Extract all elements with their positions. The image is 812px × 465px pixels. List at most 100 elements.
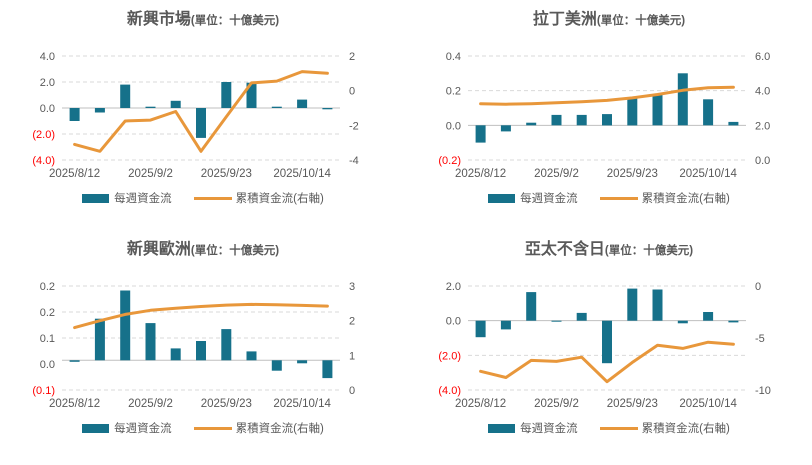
chart-plot: 0.4 0.2 0.0 (0.2) 6.0 4.0 2.0 0.0 2025/8/12 2025/… xyxy=(438,51,770,180)
weekly-flow-bar xyxy=(120,84,131,108)
chart-legend: 每週資金流 累積資金流(右軸) xyxy=(0,420,406,436)
bar-series-label: 每週資金流 xyxy=(114,193,172,205)
bar-series-swatch xyxy=(488,193,516,203)
left-axis-tick-label: 2.0 xyxy=(40,77,55,89)
weekly-flow-bar xyxy=(500,320,511,330)
x-axis-tick-label: 2025/9/23 xyxy=(201,168,252,180)
left-axis-tick-label: 0.0 xyxy=(40,103,55,115)
x-axis-tick-label: 2025/10/14 xyxy=(679,168,737,180)
right-axis-tick-label: 6.0 xyxy=(755,51,770,63)
weekly-flow-bar xyxy=(551,320,562,322)
weekly-flow-bar xyxy=(703,312,714,321)
weekly-flow-bar xyxy=(322,360,333,379)
weekly-flow-bar xyxy=(677,73,688,126)
chart-asia-pacific-ex-japan: 亞太不含日(單位：十億美元) 2.0 0.0 (2.0) (4.0) 0 -5 -10 202… xyxy=(406,230,812,465)
weekly-flow-bar xyxy=(526,292,537,321)
x-axis-tick-label: 2025/8/12 xyxy=(455,398,506,410)
chart-title: 拉丁美洲(單位：十億美元) xyxy=(406,7,812,31)
weekly-flow-bar xyxy=(526,122,537,126)
x-axis-tick-label: 2025/8/12 xyxy=(49,168,100,180)
weekly-flow-bar xyxy=(475,320,486,338)
weekly-flow-bar xyxy=(728,121,739,126)
weekly-flow-bar xyxy=(271,106,282,108)
right-axis-tick-label: -2 xyxy=(349,120,359,132)
weekly-flow-bar xyxy=(246,82,257,108)
bar-series-swatch xyxy=(82,423,110,433)
weekly-flow-bar xyxy=(196,341,206,361)
line-series-label: 累積資金流(右軸) xyxy=(641,193,730,205)
x-axis-tick-label: 2025/10/14 xyxy=(273,398,331,410)
weekly-flow-bar xyxy=(652,94,663,126)
left-axis-tick-label: 0.0 xyxy=(40,359,55,371)
left-axis-tick-label: (0.2) xyxy=(438,155,461,167)
weekly-flow-bar xyxy=(500,125,511,132)
weekly-flow-bar xyxy=(627,288,638,321)
x-axis-tick-label: 2025/10/14 xyxy=(679,398,737,410)
bar-series-label: 每週資金流 xyxy=(520,423,578,435)
chart-plot: 0.2 0.2 0.1 0.0 (0.1) 3 2 1 0 2025/8/12 2025/9/2 20… xyxy=(32,281,355,410)
x-axis-tick-label: 2025/10/14 xyxy=(273,168,331,180)
x-axis-tick-label: 2025/9/23 xyxy=(607,398,658,410)
weekly-flow-bar xyxy=(627,98,638,126)
right-axis-tick-label: 3 xyxy=(349,281,355,293)
weekly-flow-bar xyxy=(120,290,131,361)
line-series-swatch xyxy=(193,196,232,200)
x-axis-tick-label: 2025/9/23 xyxy=(607,168,658,180)
weekly-flow-bar xyxy=(297,99,308,108)
x-axis-tick-label: 2025/9/2 xyxy=(128,398,173,410)
weekly-flow-bar xyxy=(602,320,612,364)
cumulative-flow-line xyxy=(73,302,329,330)
x-axis-tick-label: 2025/8/12 xyxy=(455,168,506,180)
line-series-label: 累積資金流(右軸) xyxy=(235,193,324,205)
weekly-flow-bar xyxy=(170,100,181,108)
weekly-flow-bar xyxy=(652,289,663,321)
left-axis-tick-label: 0.0 xyxy=(446,120,461,132)
right-axis-tick-label: 2 xyxy=(349,51,355,63)
chart-latin-america: 拉丁美洲(單位：十億美元) 0.4 0.2 0.0 (0.2) 6.0 4.0 2.0 0.0… xyxy=(406,0,812,230)
right-axis-tick-label: 1 xyxy=(349,350,355,362)
bar-series-label: 每週資金流 xyxy=(520,193,578,205)
left-axis-tick-label: 0.0 xyxy=(446,316,461,328)
chart-legend: 每週資金流 累積資金流(右軸) xyxy=(0,190,406,206)
right-axis-tick-label: 0 xyxy=(755,281,761,293)
left-axis-tick-label: (4.0) xyxy=(438,385,461,397)
cumulative-flow-line xyxy=(479,340,735,384)
left-axis-tick-label: (0.1) xyxy=(32,385,55,397)
weekly-flow-bar xyxy=(271,360,282,371)
weekly-flow-bar xyxy=(170,348,181,361)
right-axis-tick-label: 2.0 xyxy=(755,120,770,132)
chart-unit-label: (單位：十億美元) xyxy=(604,245,694,257)
right-axis-tick-label: 4.0 xyxy=(755,86,770,98)
bar-series-label: 每週資金流 xyxy=(114,423,172,435)
chart-unit-label: (單位：十億美元) xyxy=(190,15,280,27)
right-axis-tick-label: 2 xyxy=(349,316,355,328)
chart-title-text: 拉丁美洲 xyxy=(532,11,597,28)
weekly-flow-bar xyxy=(602,114,612,126)
line-series-swatch xyxy=(599,196,638,200)
left-axis-tick-label: 2.0 xyxy=(446,281,461,293)
left-axis-tick-label: 0.2 xyxy=(40,307,55,319)
line-series-swatch xyxy=(193,426,232,430)
weekly-flow-bar xyxy=(94,318,105,361)
bar-series-swatch xyxy=(488,423,516,433)
left-axis-tick-label: 0.4 xyxy=(446,51,461,63)
weekly-flow-bar xyxy=(145,323,156,361)
weekly-flow-bar xyxy=(145,106,156,108)
left-axis-tick-label: (2.0) xyxy=(438,350,461,362)
chart-title-text: 新興市場 xyxy=(126,11,191,28)
right-axis-tick-label: -10 xyxy=(755,385,771,397)
line-series-label: 累積資金流(右軸) xyxy=(641,423,730,435)
chart-emerging-europe: 新興歐洲(單位：十億美元) 0.2 0.2 0.1 0.0 (0.1) 3 2 1 0 2025/… xyxy=(0,230,406,465)
left-axis-tick-label: (2.0) xyxy=(32,129,55,141)
left-axis-tick-label: 0.2 xyxy=(40,281,55,293)
chart-legend: 每週資金流 累積資金流(右軸) xyxy=(406,420,812,436)
x-axis-tick-label: 2025/9/2 xyxy=(534,398,579,410)
left-axis-tick-label: (4.0) xyxy=(32,155,55,167)
right-axis-tick-label: -4 xyxy=(349,155,359,167)
right-axis-tick-label: 0 xyxy=(349,86,355,98)
chart-plot: 2.0 0.0 (2.0) (4.0) 0 -5 -10 2025/8/12 2025/9/2 2… xyxy=(438,281,771,410)
weekly-flow-bar xyxy=(69,360,80,362)
line-series-label: 累積資金流(右軸) xyxy=(235,423,324,435)
line-series-swatch xyxy=(599,426,638,430)
